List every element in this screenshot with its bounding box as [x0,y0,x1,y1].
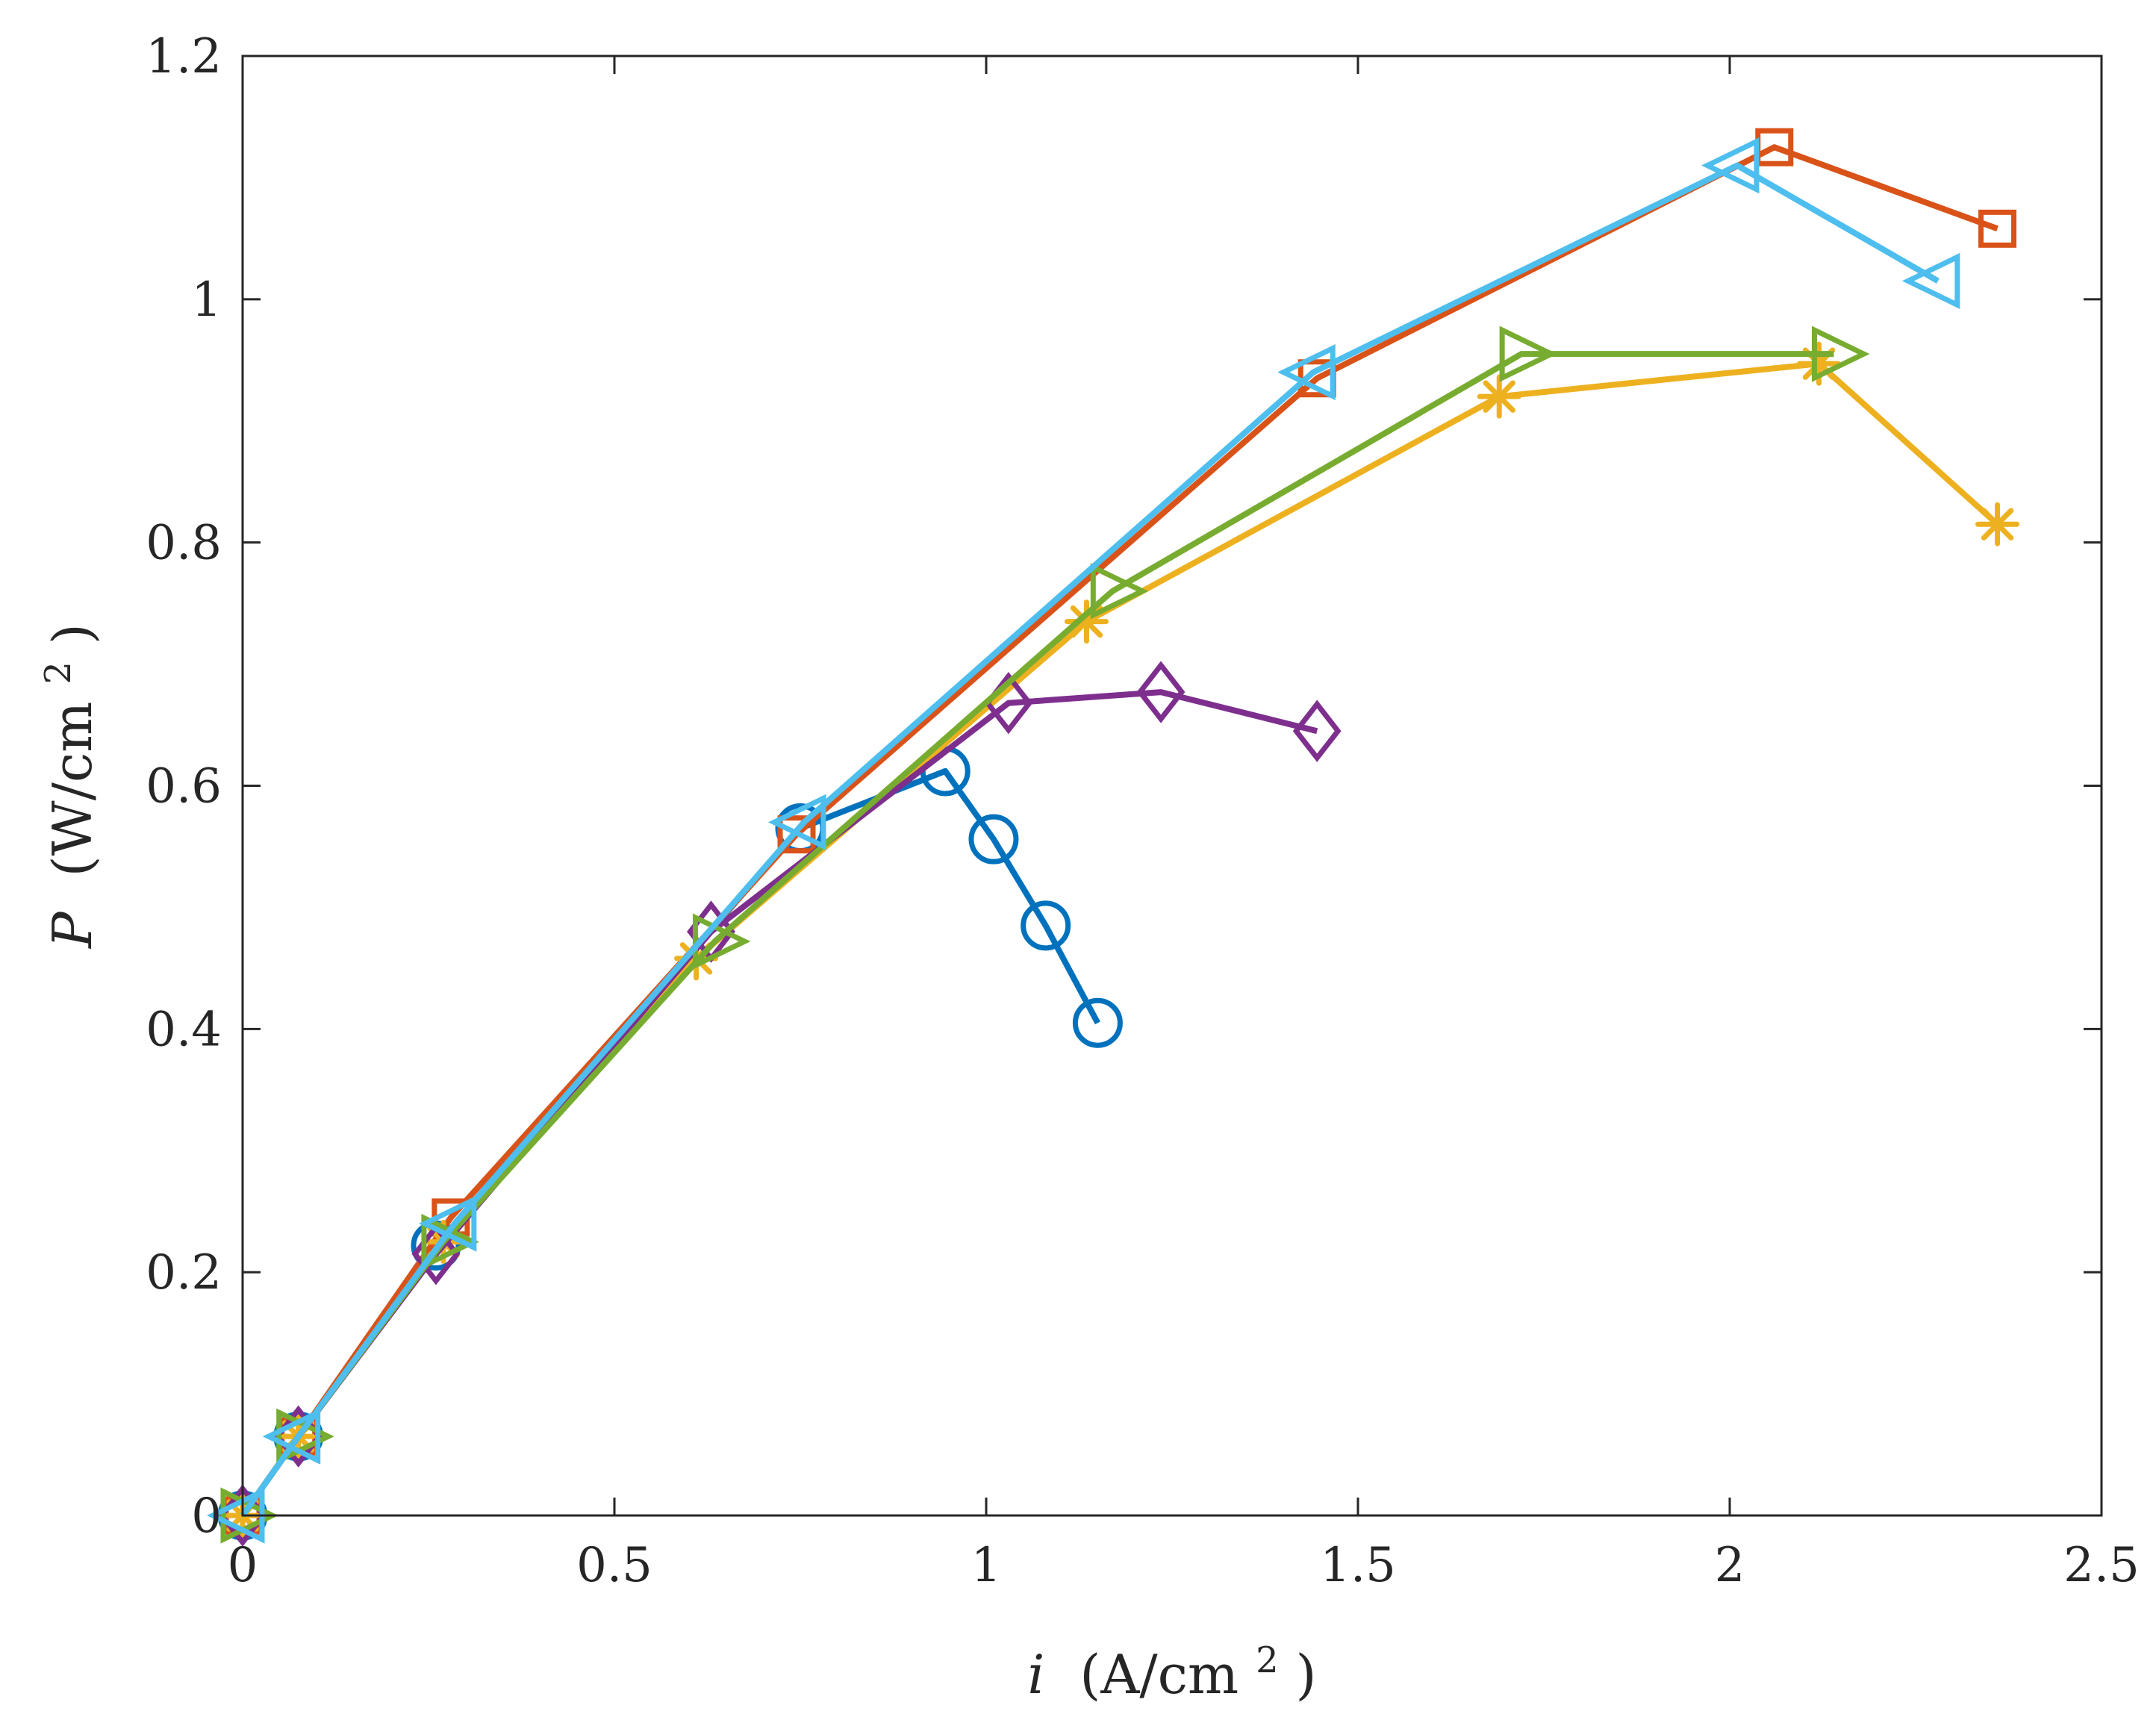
plot-frame [241,54,2103,1517]
x-axis-unit-close: ) [1296,1643,1317,1706]
data-point [1064,599,1109,644]
series-6-line [240,162,1940,1518]
data-point [1072,997,1123,1048]
data-point [1090,563,1149,620]
x-axis-unit: (A/cm [1079,1643,1239,1706]
x-tick-label: 1 [971,1538,1002,1593]
data-point [1978,209,2017,248]
y-tick-label: 0.4 [146,1002,222,1057]
data-point [767,794,826,850]
y-axis-label: P (W/cm 2 ) [20,623,104,950]
y-axis-unit-exponent: 2 [37,661,79,685]
data-point [1021,900,1071,951]
series-2 [223,128,2017,1535]
series-6 [206,137,1960,1544]
y-axis-unit: (W/cm [41,702,104,877]
data-point [1901,252,1960,309]
data-point [1292,700,1342,762]
x-tick-label: 2 [1715,1538,1745,1593]
series-3-line [240,361,2000,1518]
x-axis-label: i (A/cm 2 ) [1027,1622,1316,1706]
series-3 [220,341,2020,1538]
data-point [1499,325,1558,382]
y-tick-label: 0.6 [146,759,222,814]
series-1 [217,746,1123,1541]
series-4 [218,661,1342,1547]
x-tick-label: 1.5 [1320,1538,1396,1593]
data-point [1277,343,1336,401]
x-axis-variable: i [1027,1643,1044,1706]
x-axis-unit-exponent: 2 [1256,1639,1279,1681]
y-tick-label: 0.8 [146,516,222,571]
x-tick-label: 0 [228,1538,258,1593]
x-tick-label: 0.5 [576,1538,652,1593]
x-tick-label: 2.5 [2063,1538,2140,1593]
data-point [692,913,751,970]
data-point [1811,325,1870,382]
series-5-line [240,351,1834,1518]
data-point [968,814,1019,864]
data-point [1975,502,2020,546]
data-series [206,128,2020,1547]
y-axis-variable: P [41,911,104,950]
y-tick-label: 0 [191,1489,222,1544]
data-point [777,815,816,854]
y-tick-label: 0.2 [146,1245,222,1300]
y-axis-unit-close: ) [41,623,104,644]
tick-labels: 0 0.5 1 1.5 2 2.5 0 0.2 0.4 0.6 0.8 1 1.2 [146,29,2140,1593]
tick-marks [241,54,2103,1517]
series-5 [220,325,1870,1544]
series-1-line [240,767,1100,1518]
y-tick-label: 1.2 [146,29,222,84]
data-point [418,1195,477,1252]
data-point [1477,374,1521,419]
data-point [1136,661,1186,723]
data-point [1701,137,1760,194]
y-tick-label: 1 [191,272,222,328]
data-point [262,1408,321,1465]
